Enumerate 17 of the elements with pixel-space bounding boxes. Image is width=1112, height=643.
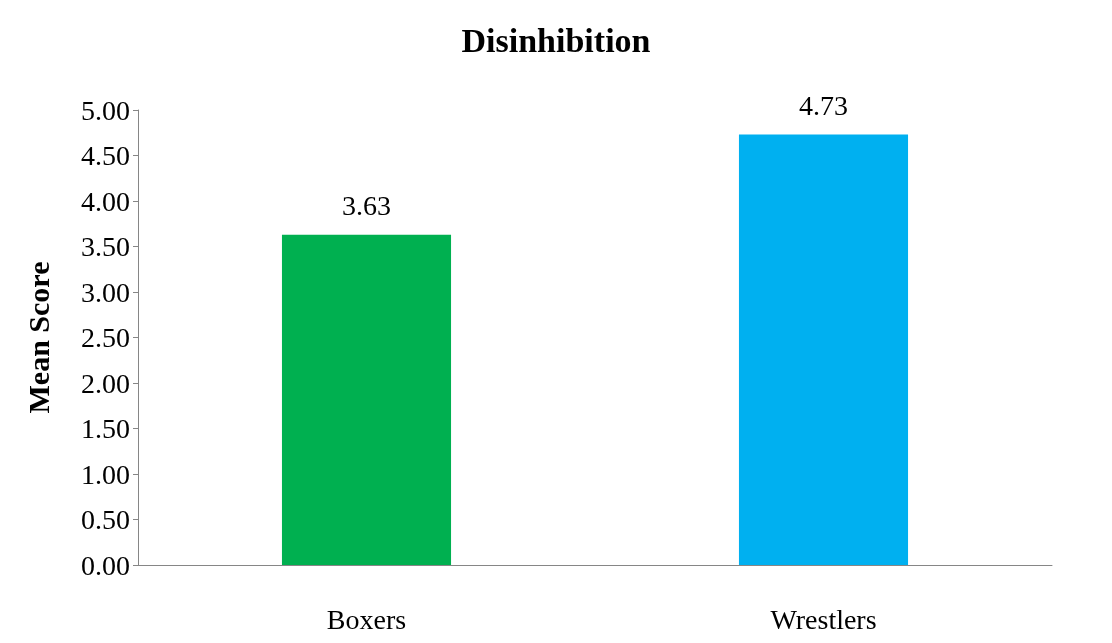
x-tick-label: Wrestlers [770,603,877,635]
x-tick-label: Boxers [326,603,407,635]
y-tick-label: 0.50 [81,504,130,535]
data-label: 3.63 [342,190,391,222]
y-tick-label: 2.50 [81,322,130,353]
y-tick-label: 5.00 [81,94,130,126]
y-tick-label: 3.50 [81,231,130,262]
y-tick-label: 4.00 [81,185,130,217]
chart-title: Disinhibition [461,21,651,59]
y-axis-title: Mean Score [21,261,55,414]
data-label: 4.73 [799,90,848,122]
y-tick-label: 1.50 [81,413,130,444]
y-tick-label: 0.00 [81,549,130,581]
y-tick-label: 4.50 [81,140,130,171]
y-tick-label: 1.00 [81,458,130,490]
y-tick-label: 3.00 [81,276,130,308]
y-tick-label: 2.00 [81,367,130,399]
